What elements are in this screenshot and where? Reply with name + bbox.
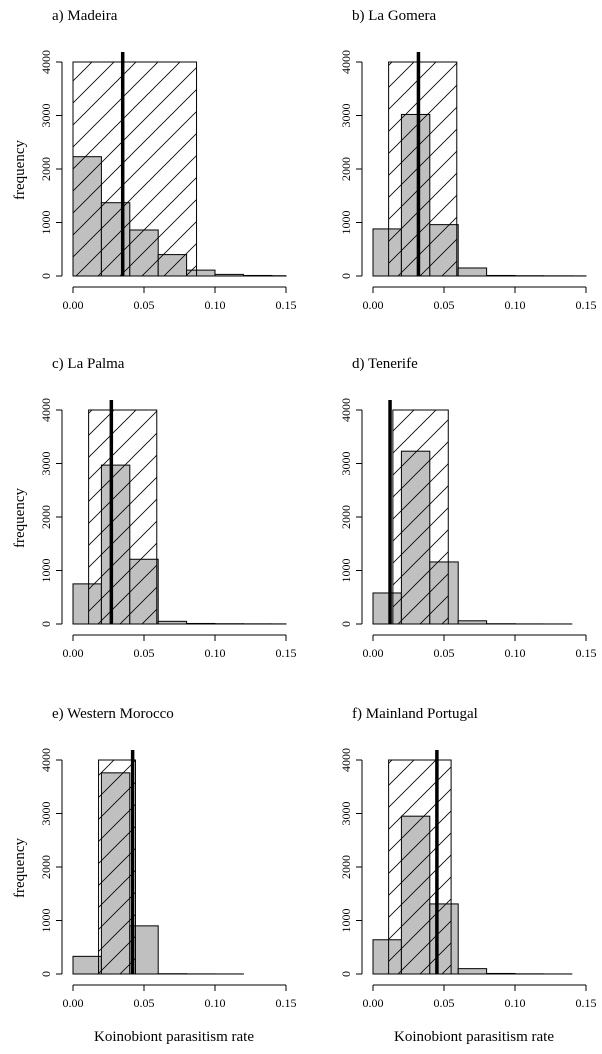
y-tick-label: 4000 bbox=[339, 398, 353, 422]
y-tick-label: 4000 bbox=[39, 398, 53, 422]
panel-title: e) Western Morocco bbox=[52, 706, 174, 722]
y-tick-label: 0 bbox=[339, 971, 353, 977]
x-tick-label: 0.10 bbox=[205, 298, 226, 312]
bar bbox=[242, 274, 273, 277]
bar bbox=[486, 972, 516, 975]
x-tick-label: 0.10 bbox=[505, 298, 526, 312]
panel: a) Madeira 0 1000 2000 3000 4000 0.00 0.05 0.10 0… bbox=[12, 8, 297, 312]
panel-title: d) Tenerife bbox=[352, 356, 418, 372]
x-tick-label: 0.00 bbox=[63, 996, 84, 1010]
y-tick-label: 1000 bbox=[39, 909, 53, 933]
x-tick-label: 0.15 bbox=[276, 298, 297, 312]
panel: d) Tenerife 0 1000 2000 3000 4000 0.00 0.05 0.10… bbox=[339, 356, 597, 660]
bar bbox=[186, 622, 216, 625]
y-tick-label: 1000 bbox=[339, 559, 353, 583]
x-tick-label: 0.00 bbox=[363, 646, 384, 660]
interval-box bbox=[388, 61, 458, 277]
y-tick-label: 3000 bbox=[39, 452, 53, 476]
x-tick-label: 0.15 bbox=[276, 996, 297, 1010]
x-tick-label: 0.15 bbox=[576, 996, 597, 1010]
y-tick-label: 1000 bbox=[339, 211, 353, 235]
x-tick-label: 0.00 bbox=[363, 996, 384, 1010]
y-axis-label: frequency bbox=[12, 140, 28, 200]
y-tick-label: 2000 bbox=[39, 157, 53, 181]
x-tick-label: 0.10 bbox=[505, 996, 526, 1010]
y-axis-label: frequency bbox=[12, 838, 28, 898]
x-tick-label: 0.05 bbox=[434, 646, 455, 660]
y-tick-label: 1000 bbox=[39, 211, 53, 235]
x-tick-label: 0.10 bbox=[205, 996, 226, 1010]
interval-box bbox=[388, 759, 452, 975]
x-tick-label: 0.05 bbox=[434, 996, 455, 1010]
y-tick-label: 4000 bbox=[39, 748, 53, 772]
x-tick-label: 0.00 bbox=[63, 646, 84, 660]
y-tick-label: 1000 bbox=[339, 909, 353, 933]
x-tick-label: 0.15 bbox=[276, 646, 297, 660]
x-tick-label: 0.15 bbox=[576, 298, 597, 312]
x-tick-label: 0.05 bbox=[134, 298, 155, 312]
y-tick-label: 4000 bbox=[339, 748, 353, 772]
y-tick-label: 3000 bbox=[339, 802, 353, 826]
bar bbox=[214, 273, 244, 277]
x-axis-label: Koinobiont parasitism rate bbox=[394, 1029, 554, 1045]
y-tick-label: 0 bbox=[39, 971, 53, 977]
bar bbox=[72, 955, 102, 975]
x-tick-label: 0.05 bbox=[134, 646, 155, 660]
x-tick-label: 0.00 bbox=[63, 298, 84, 312]
panel-title: f) Mainland Portugal bbox=[352, 706, 478, 722]
y-tick-label: 2000 bbox=[339, 505, 353, 529]
y-tick-label: 3000 bbox=[339, 452, 353, 476]
panel-title: b) La Gomera bbox=[352, 8, 436, 24]
y-tick-label: 2000 bbox=[339, 157, 353, 181]
bar bbox=[486, 274, 516, 277]
x-tick-label: 0.10 bbox=[505, 646, 526, 660]
panel-title: c) La Palma bbox=[52, 356, 125, 372]
panel: c) La Palma 0 1000 2000 3000 4000 0.00 0.05 0.10… bbox=[12, 356, 297, 660]
y-tick-label: 4000 bbox=[339, 50, 353, 74]
panel: b) La Gomera 0 1000 2000 3000 4000 0.00 0.05 0.1… bbox=[339, 8, 597, 312]
panel: e) Western Morocco 0 1000 2000 3000 4000 0.00 0… bbox=[12, 706, 297, 1045]
bar bbox=[457, 620, 488, 625]
y-tick-label: 0 bbox=[339, 621, 353, 627]
y-tick-label: 2000 bbox=[339, 855, 353, 879]
bar bbox=[157, 620, 188, 625]
x-tick-label: 0.05 bbox=[134, 996, 155, 1010]
x-tick-label: 0.10 bbox=[205, 646, 226, 660]
y-tick-label: 3000 bbox=[39, 104, 53, 128]
y-tick-label: 2000 bbox=[39, 505, 53, 529]
interval-box bbox=[98, 759, 136, 975]
y-tick-label: 2000 bbox=[39, 855, 53, 879]
x-tick-label: 0.00 bbox=[363, 298, 384, 312]
interval-box bbox=[392, 409, 449, 625]
x-tick-label: 0.05 bbox=[434, 298, 455, 312]
y-tick-label: 0 bbox=[339, 273, 353, 279]
panel-title: a) Madeira bbox=[52, 8, 118, 24]
y-axis-label: frequency bbox=[12, 488, 28, 548]
y-tick-label: 4000 bbox=[39, 50, 53, 74]
bar bbox=[457, 968, 488, 975]
y-tick-label: 0 bbox=[39, 621, 53, 627]
y-tick-label: 3000 bbox=[339, 104, 353, 128]
x-axis-label: Koinobiont parasitism rate bbox=[94, 1029, 254, 1045]
interval-box bbox=[88, 409, 158, 625]
y-tick-label: 3000 bbox=[39, 802, 53, 826]
x-tick-label: 0.15 bbox=[576, 646, 597, 660]
y-tick-label: 1000 bbox=[39, 559, 53, 583]
panel: f) Mainland Portugal 0 1000 2000 3000 4000 0.0… bbox=[339, 706, 597, 1045]
interval-box bbox=[72, 61, 198, 277]
bar bbox=[457, 267, 488, 277]
y-tick-label: 0 bbox=[39, 273, 53, 279]
